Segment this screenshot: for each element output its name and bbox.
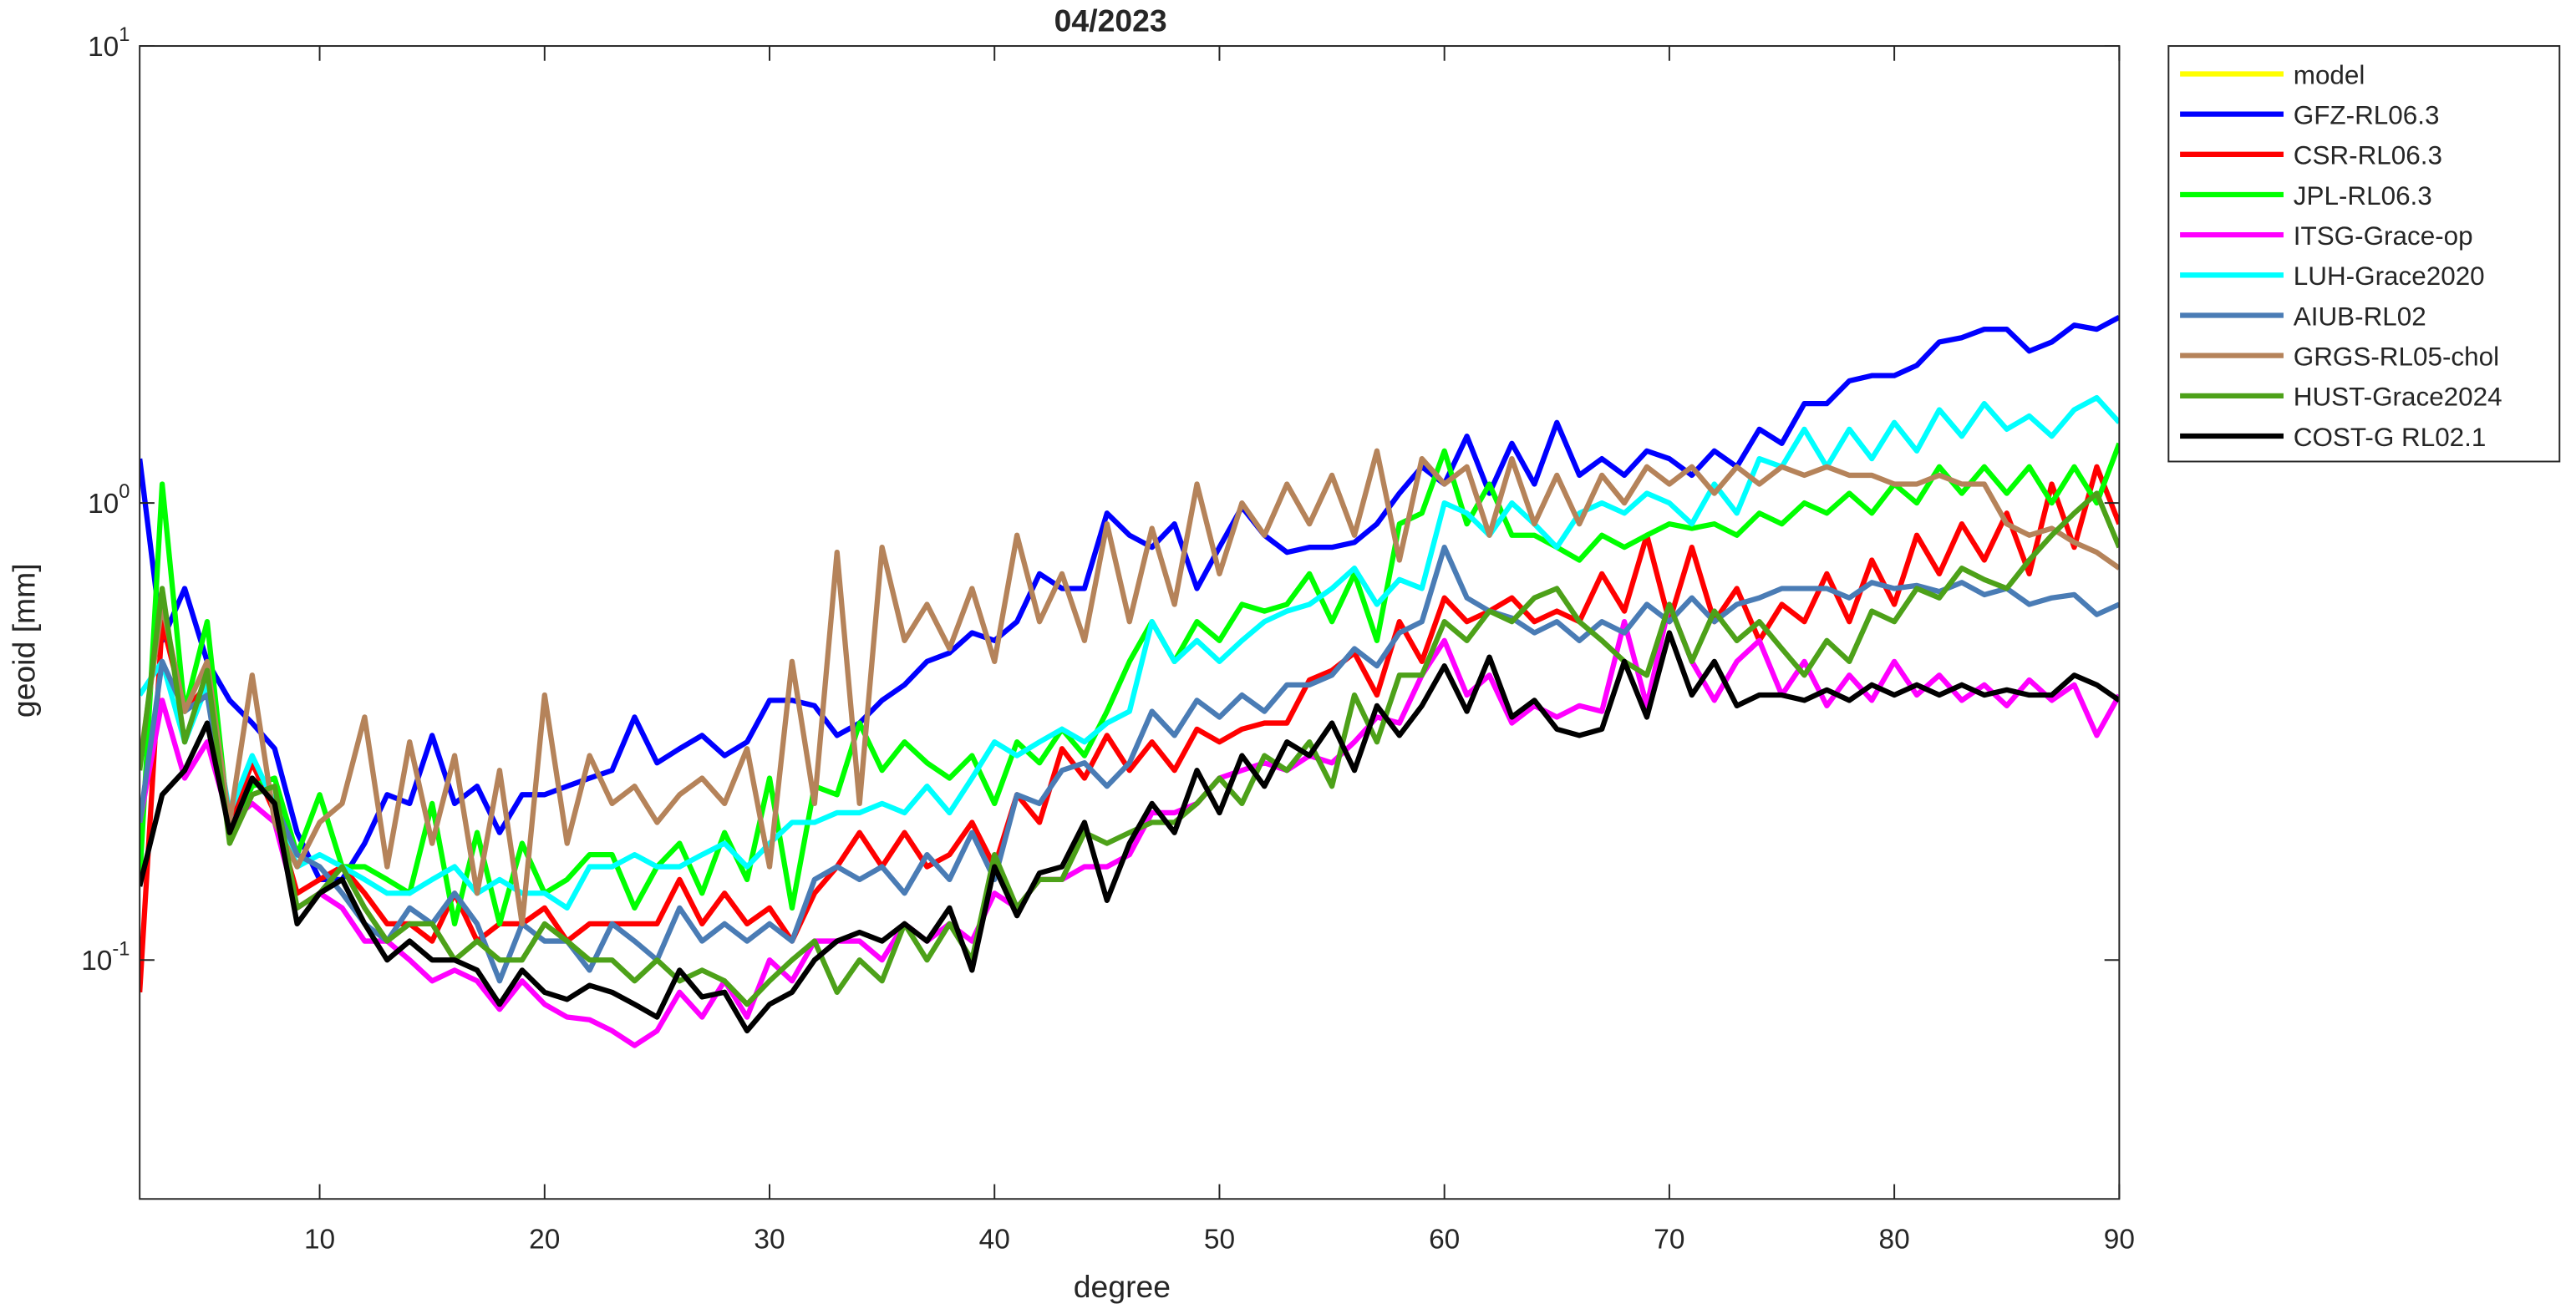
y-tick-label: 10-1 xyxy=(81,937,130,977)
series-line xyxy=(140,394,2120,911)
series-line xyxy=(140,630,2120,1034)
y-axis-label: geoid [mm] xyxy=(6,563,41,718)
series-line xyxy=(140,601,2120,1048)
legend-label: HUST-Grace2024 xyxy=(2294,383,2502,412)
legend-label: AIUB-RL02 xyxy=(2294,302,2426,331)
legend-label: GRGS-RL05-chol xyxy=(2294,342,2499,371)
x-tick-label: 30 xyxy=(754,1224,785,1255)
legend-label: LUH-Grace2020 xyxy=(2294,261,2485,291)
legend-label: model xyxy=(2294,60,2365,89)
legend-label: GFZ-RL06.3 xyxy=(2294,100,2440,129)
chart-title: 04/2023 xyxy=(1054,3,1167,38)
series-line xyxy=(140,545,2120,984)
x-axis-label: degree xyxy=(1074,1269,1171,1304)
y-tick-base: 10 xyxy=(81,946,112,977)
legend-label: ITSG-Grace-op xyxy=(2294,221,2473,251)
plot-lines xyxy=(140,314,2120,1048)
x-tick-label: 50 xyxy=(1204,1224,1235,1255)
x-tick-label: 70 xyxy=(1654,1224,1684,1255)
y-tick-base: 10 xyxy=(88,32,119,63)
x-tick-label: 10 xyxy=(304,1224,335,1255)
x-tick-label: 60 xyxy=(1429,1224,1460,1255)
series-line xyxy=(140,448,2120,927)
series-line xyxy=(140,490,2120,1007)
y-tick-exponent: 1 xyxy=(119,23,130,45)
legend-label: COST-G RL02.1 xyxy=(2294,423,2487,452)
y-tick-exponent: 0 xyxy=(119,480,130,502)
y-tick-exponent: -1 xyxy=(112,937,130,959)
y-tick-base: 10 xyxy=(88,489,119,520)
axes-box xyxy=(139,45,2121,1200)
y-tick-label: 100 xyxy=(88,480,130,520)
y-tick-label: 101 xyxy=(88,23,130,63)
series-line xyxy=(140,464,2120,993)
series-line xyxy=(140,314,2120,883)
x-tick-label: 80 xyxy=(1879,1224,1910,1255)
x-tick-label: 90 xyxy=(2104,1224,2135,1255)
x-tick-label: 20 xyxy=(529,1224,560,1255)
legend-label: JPL-RL06.3 xyxy=(2294,181,2432,211)
legend-label: CSR-RL06.3 xyxy=(2294,141,2442,170)
x-tick-label: 40 xyxy=(979,1224,1010,1255)
